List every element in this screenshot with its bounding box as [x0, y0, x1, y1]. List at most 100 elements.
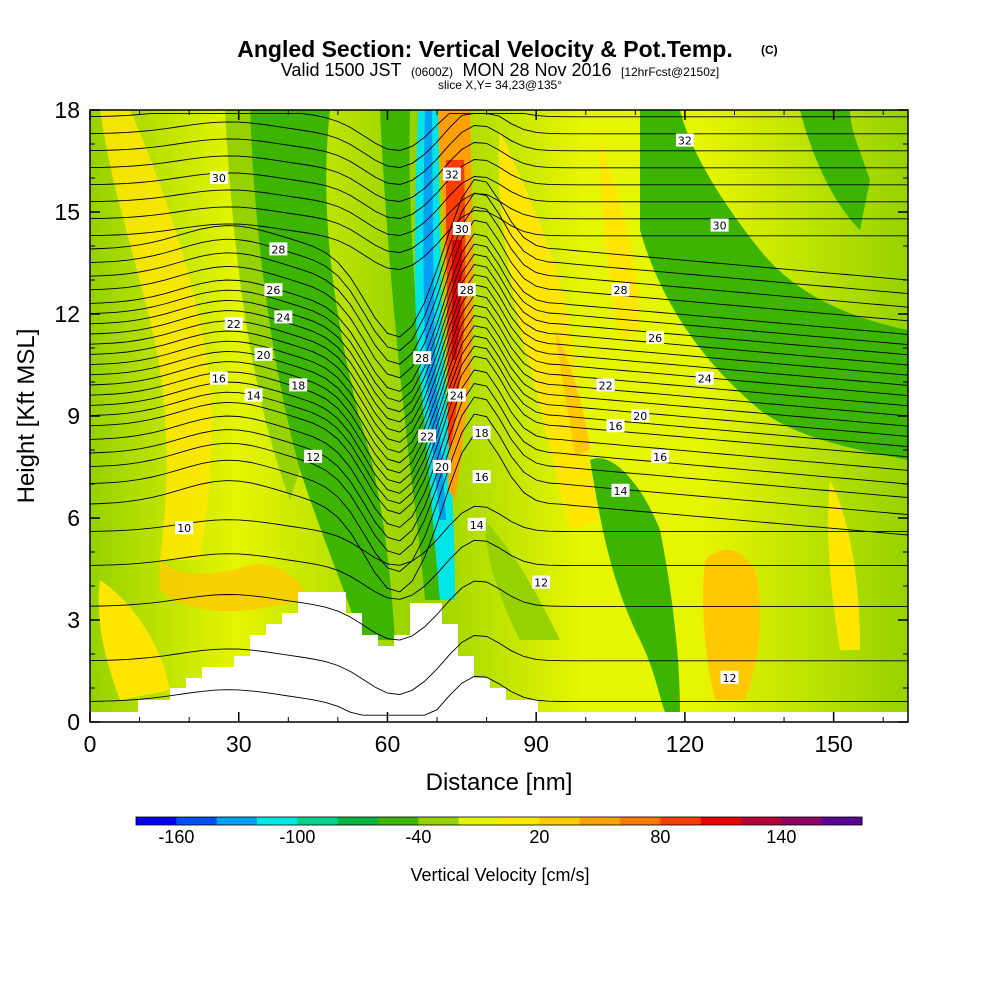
isentrope-line	[90, 112, 908, 168]
colorbar-tick-label: -40	[405, 827, 431, 847]
colorbar-tick-label: 140	[766, 827, 796, 847]
colorbar-tick-label: 80	[650, 827, 670, 847]
contour-label: 20	[432, 460, 451, 474]
green-patch-lower	[485, 520, 560, 640]
colorbar-swatch	[620, 817, 661, 825]
contour-label-bg	[532, 575, 551, 589]
contour-label: 24	[447, 388, 466, 403]
contour-label-bg	[472, 426, 491, 439]
contour-label-text: 28	[271, 243, 285, 256]
isentrope-line	[90, 253, 908, 413]
x-axis-label: Distance [nm]	[426, 769, 573, 796]
valid-prefix: Valid 1500 JST	[281, 60, 402, 80]
contour-label-text: 32	[445, 169, 459, 182]
y-tick-label: 6	[67, 505, 80, 531]
contour-label: 20	[254, 347, 273, 362]
contour-label-bg	[432, 460, 451, 473]
isentrope-line	[90, 314, 908, 474]
yellow-patch-bottom-left	[98, 580, 170, 700]
isentrope-line	[90, 580, 908, 641]
isentrope-line	[90, 233, 908, 392]
contour-label: 30	[209, 171, 228, 185]
colorbar-swatch	[700, 817, 742, 825]
velocity-field: 30 32 32 30 30 28 28 28 26 26 24 24 24 22 22 22 28 20 20 20…	[90, 110, 908, 722]
contour-label-text: 22	[599, 379, 613, 392]
isentrope-line	[90, 294, 908, 454]
contour-label-text: 30	[455, 223, 469, 236]
contour-label: 16	[209, 371, 228, 386]
valid-utc: (0600Z)	[411, 65, 453, 79]
contour-label: 12	[720, 670, 739, 685]
green-patch-upper-right	[800, 110, 870, 230]
contour-label-bg	[264, 283, 283, 297]
contour-label-text: 16	[653, 451, 667, 464]
contour-label-bg	[418, 429, 437, 443]
valid-time-line: Valid 1500 JST (0600Z) MON 28 Nov 2016 […	[281, 60, 719, 80]
isentrope-line	[90, 125, 908, 185]
contour-label-bg	[413, 351, 432, 365]
y-tick-label: 12	[54, 301, 80, 327]
contour-label-text: 30	[713, 220, 727, 233]
x-tick-label: 150	[814, 731, 852, 757]
contour-label: 26	[264, 283, 283, 297]
colorbar-swatch	[781, 817, 823, 825]
isentrope-line	[90, 112, 908, 151]
contour-label-bg	[611, 483, 630, 497]
contour-label-text: 10	[177, 522, 191, 535]
contour-label-bg	[209, 171, 228, 184]
isentrope-line	[90, 263, 908, 423]
contour-label: 28	[269, 242, 288, 256]
contour-labels: 30 32 32 30 30 28 28 28 26 26 24 24 24 22 22 22 28 20 20 20…	[175, 133, 739, 685]
contour-label-bg	[467, 517, 486, 531]
contour-label-bg	[651, 449, 670, 463]
contour-label-bg	[224, 317, 243, 331]
contour-label: 22	[596, 378, 615, 392]
colorbar-swatch	[216, 817, 258, 825]
contour-label-text: 24	[698, 373, 712, 386]
contour-label: 16	[651, 449, 670, 464]
contour-label: 14	[611, 483, 630, 498]
contour-label: 18	[289, 378, 308, 392]
contour-label-text: 12	[723, 672, 737, 685]
isentrope-line	[90, 369, 908, 528]
contour-label-bg	[442, 167, 461, 181]
green-band-right	[640, 110, 908, 460]
contour-label-bg	[289, 378, 308, 392]
isentrope-line	[90, 505, 908, 566]
colorbar-swatch	[579, 817, 621, 825]
forecast-info: [12hrFcst@2150z]	[621, 65, 719, 79]
contour-label-bg	[720, 670, 739, 684]
y-tick-label: 9	[67, 403, 80, 429]
colorbar-swatch	[176, 817, 218, 825]
contour-label: 16	[472, 470, 491, 484]
contour-label-text: 20	[435, 461, 449, 474]
contour-label-text: 20	[633, 410, 647, 423]
chart-title-unit: (C)	[761, 43, 778, 57]
contour-label-text: 22	[420, 430, 434, 443]
colorbar-swatch	[660, 817, 702, 825]
contour-label: 12	[532, 575, 551, 590]
x-axis: 0 30 60 90 120 150	[84, 110, 884, 757]
contour-label-bg	[472, 470, 491, 484]
isentrope-line	[90, 539, 908, 600]
contour-label-bg	[209, 371, 228, 385]
isentrope-line	[90, 206, 908, 365]
colorbar-swatch	[297, 817, 339, 825]
colorbar-swatch	[539, 817, 581, 825]
isentrope-line	[90, 396, 908, 556]
yellow-patch-left	[100, 110, 212, 560]
contour-label-bg	[611, 283, 630, 297]
colorbar-swatch	[136, 817, 177, 825]
contour-label-text: 16	[212, 373, 226, 386]
contour-label-bg	[646, 330, 665, 344]
colorbar: -160 -100 -40 20 80 140	[135, 816, 863, 847]
contour-label: 28	[457, 283, 476, 297]
orange-patch-bottom-right	[703, 549, 761, 700]
chart-title: Angled Section: Vertical Velocity & Pot.…	[237, 36, 732, 62]
contour-label: 18	[472, 426, 491, 440]
contour-label: 24	[695, 371, 714, 386]
contour-label: 22	[418, 429, 437, 443]
y-axis-label: Height [Kft MSL]	[13, 329, 40, 504]
contour-label: 30	[452, 222, 471, 236]
isentrope-line	[90, 178, 908, 338]
